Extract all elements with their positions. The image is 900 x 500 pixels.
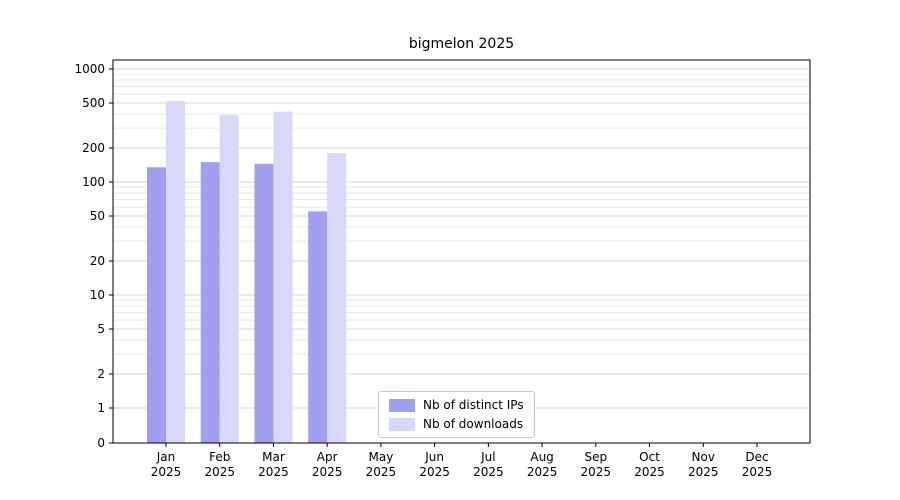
plot-border (112, 59, 811, 444)
x-tick-label-month: Jan (156, 450, 176, 464)
y-tick-label: 200 (82, 141, 105, 155)
x-tick-label-month: Apr (317, 450, 338, 464)
bar-distinct-ips-mar (254, 163, 274, 443)
y-tick-label: 2 (97, 367, 105, 381)
y-tick-label: 5 (97, 322, 105, 336)
y-tick-label: 100 (82, 175, 105, 189)
x-tick-label-year: 2025 (634, 465, 665, 479)
x-tick-label-month: Dec (745, 450, 768, 464)
bar-downloads-jan (166, 101, 185, 444)
y-tick-label: 1 (97, 401, 105, 415)
legend-item-downloads: Nb of downloads (389, 417, 524, 431)
legend-swatch-downloads-icon (389, 417, 415, 431)
legend-item-distinct-ips: Nb of distinct IPs (389, 398, 524, 412)
x-tick-label-year: 2025 (204, 465, 235, 479)
x-tick-label-year: 2025 (473, 465, 504, 479)
x-tick-label-month: Oct (639, 450, 660, 464)
bar-downloads-apr (327, 153, 347, 443)
x-tick-label-month: May (369, 450, 394, 464)
x-tick-label-year: 2025 (312, 465, 343, 479)
x-tick-label-month: Mar (262, 450, 285, 464)
x-tick-label-month: Jun (424, 450, 444, 464)
x-tick-label-year: 2025 (688, 465, 719, 479)
x-tick-label-month: Aug (530, 450, 553, 464)
x-tick-label-year: 2025 (742, 465, 773, 479)
y-tick-label: 20 (90, 254, 105, 268)
legend: Nb of distinct IPs Nb of downloads (378, 391, 535, 438)
y-tick-label: 1000 (74, 62, 105, 76)
x-tick-label-month: Sep (585, 450, 608, 464)
x-tick-label-year: 2025 (527, 465, 558, 479)
y-tick-label: 500 (82, 96, 105, 110)
legend-label-distinct-ips: Nb of distinct IPs (423, 398, 524, 412)
x-tick-label-month: Nov (692, 450, 715, 464)
x-tick-label-year: 2025 (258, 465, 289, 479)
bar-distinct-ips-jan (147, 167, 166, 443)
x-tick-label-month: Feb (209, 450, 230, 464)
y-tick-label: 10 (90, 288, 105, 302)
x-tick-label-year: 2025 (581, 465, 612, 479)
x-tick-label-year: 2025 (366, 465, 397, 479)
legend-label-downloads: Nb of downloads (423, 417, 524, 431)
bar-downloads-feb (219, 115, 239, 443)
x-tick-label-year: 2025 (419, 465, 450, 479)
chart-title: bigmelon 2025 (408, 36, 515, 52)
bar-distinct-ips-apr (308, 211, 328, 443)
bar-downloads-mar (273, 111, 293, 444)
legend-swatch-distinct-ips-icon (389, 398, 415, 412)
bar-distinct-ips-feb (200, 162, 220, 443)
y-tick-label: 50 (90, 209, 105, 223)
x-tick-label-year: 2025 (151, 465, 182, 479)
y-tick-label: 0 (97, 436, 105, 450)
x-tick-label-month: Jul (480, 450, 495, 464)
